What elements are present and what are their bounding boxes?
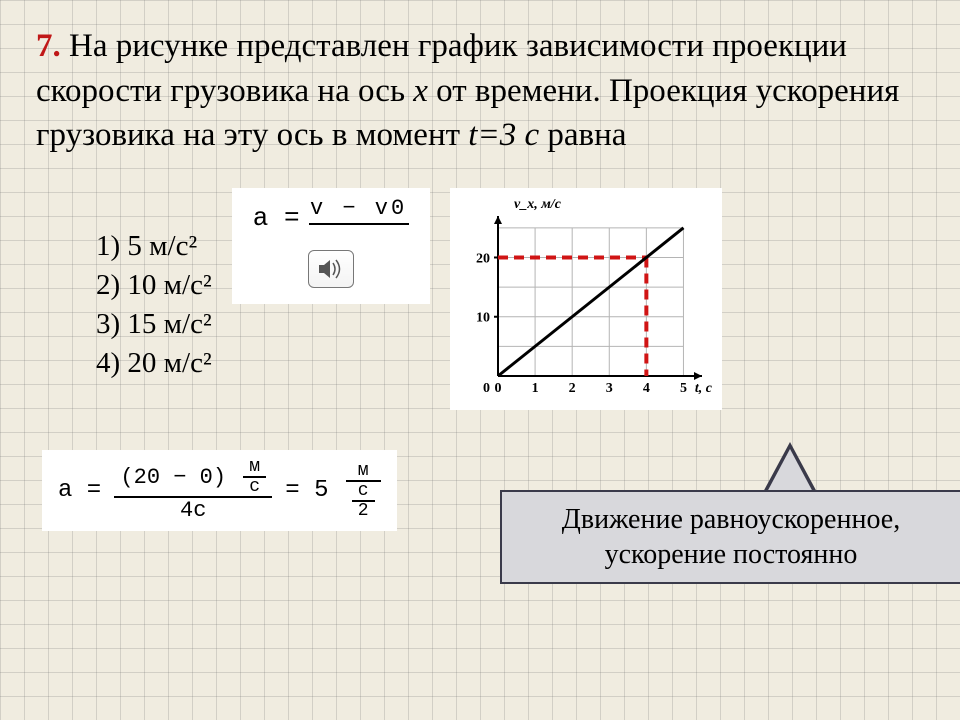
formula-acceleration-def: a = v − v0: [232, 188, 430, 304]
formula-calculation: a = (20 − 0) м с 4с = 5 м с 2: [42, 450, 397, 531]
answer-3: 3) 15 м/с²: [96, 308, 212, 340]
f1-fraction-bar: [309, 223, 409, 225]
callout-line2: ускорение постоянно: [516, 537, 946, 572]
question-text: 7. На рисунке представлен график зависим…: [36, 24, 924, 158]
svg-text:3: 3: [605, 381, 612, 396]
q-part3: равна: [539, 117, 626, 153]
svg-text:1: 1: [531, 381, 538, 396]
f2-num-unit-d: с: [243, 478, 266, 496]
f2-rhs-d2: 2: [352, 502, 375, 520]
audio-icon[interactable]: [308, 250, 354, 288]
f2-num-main: (20 − 0): [120, 465, 226, 490]
f1-num: v − v0: [309, 197, 409, 221]
f2-rhs-d1: с: [352, 482, 375, 500]
q-moment: t=3 с: [468, 117, 539, 153]
f2-main-fraction: (20 − 0) м с 4с: [114, 458, 272, 523]
f2-lhs: a =: [58, 477, 101, 504]
svg-text:4: 4: [643, 381, 650, 396]
answer-options: 1) 5 м/с² 2) 10 м/с² 3) 15 м/с² 4) 20 м/…: [36, 188, 212, 423]
svg-text:0: 0: [483, 381, 490, 396]
f2-rhs-n: м: [346, 462, 381, 480]
f2-den: 4с: [114, 498, 272, 523]
f2-num-unit-n: м: [243, 458, 266, 476]
middle-row: 1) 5 м/с² 2) 10 м/с² 3) 15 м/с² 4) 20 м/…: [36, 188, 924, 423]
svg-text:2: 2: [568, 381, 575, 396]
callout-line1: Движение равноускоренное,: [516, 502, 946, 537]
answer-4: 4) 20 м/с²: [96, 347, 212, 379]
f2-rhs-val: 5: [314, 477, 328, 504]
velocity-time-chart: 0 1 2 3 4 5 10 20 0 v_x, м/с t, с: [450, 188, 722, 410]
chart-svg: 0 1 2 3 4 5 10 20 0 v_x, м/с t, с: [456, 194, 716, 404]
f2-rhs-unit: м с 2: [346, 462, 381, 520]
f1-lhs: a =: [253, 203, 300, 233]
svg-text:t, с: t, с: [695, 381, 713, 396]
svg-text:5: 5: [680, 381, 687, 396]
svg-text:20: 20: [476, 251, 490, 266]
answer-2: 2) 10 м/с²: [96, 269, 212, 301]
svg-text:10: 10: [476, 310, 490, 325]
question-number: 7.: [36, 28, 61, 64]
svg-text:0: 0: [494, 381, 501, 396]
svg-text:v_x, м/с: v_x, м/с: [514, 197, 562, 212]
answer-1: 1) 5 м/с²: [96, 230, 197, 262]
callout-box: Движение равноускоренное, ускорение пост…: [500, 490, 960, 584]
q-axis: x: [413, 73, 428, 109]
callout-pointer-fill: [766, 449, 814, 494]
